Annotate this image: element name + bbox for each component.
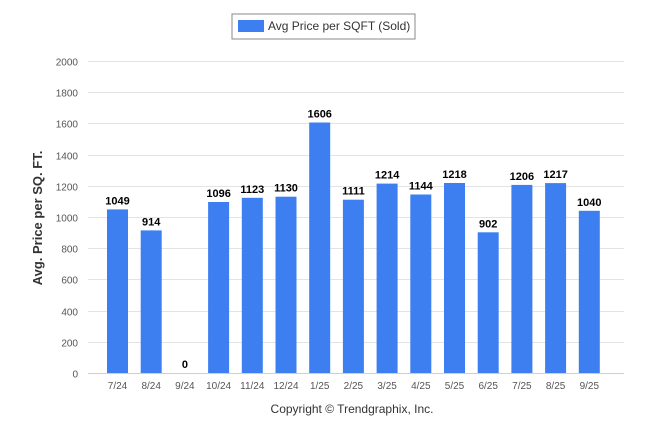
bar [477,232,499,373]
x-tick-label: 9/24 [175,381,195,392]
y-tick-label: 0 [72,370,78,381]
y-tick-label: 1400 [56,152,79,163]
x-tick-label: 5/25 [445,381,465,392]
y-tick-label: 1200 [56,183,79,194]
data-label: 1606 [307,109,331,121]
x-tick-label: 10/24 [206,381,231,392]
x-tick-label: 1/25 [310,381,330,392]
x-tick-label: 7/25 [512,381,532,392]
bar [545,183,567,373]
bar [511,184,533,373]
data-label: 1049 [105,195,129,207]
data-label: 1130 [274,183,298,195]
x-tick-label: 12/24 [273,381,298,392]
bar [444,183,465,373]
x-axis-ticks: 7/24 8/24 9/24 10/24 11/24 12/24 1/25 2/25 3/25 4… [108,381,600,392]
y-axis-title: Avg. Price per SQ. FT. [30,151,45,286]
bars [107,122,600,373]
y-tick-label: 2000 [56,58,79,69]
copyright-text: Copyright © Trendgraphix, Inc. [271,402,434,416]
data-label: 1096 [206,188,230,200]
legend-swatch [238,20,264,32]
bar [578,210,600,373]
x-tick-label: 8/25 [546,381,566,392]
bar [107,209,128,373]
x-tick-label: 11/24 [240,381,265,392]
bar [140,230,162,373]
bar [309,122,331,373]
data-label: 1123 [240,184,264,196]
data-label: 914 [142,216,161,228]
y-tick-label: 1000 [56,214,79,225]
bar [410,194,432,373]
x-tick-label: 9/25 [580,381,600,392]
y-tick-label: 800 [61,245,78,256]
x-tick-label: 8/24 [141,381,161,392]
gridlines [88,61,624,374]
legend[interactable]: Avg Price per SQFT (Sold) [231,13,416,40]
x-tick-label: 6/25 [478,381,498,392]
y-tick-label: 200 [61,339,78,350]
data-labels: 1049 914 0 1096 1123 1130 1606 1111 1214 1144 1218… [105,109,601,372]
data-label: 1111 [342,186,365,198]
data-label: 1206 [510,171,534,183]
y-tick-label: 1800 [56,89,79,100]
data-label: 902 [479,218,497,230]
bar [342,199,364,373]
data-label: 1144 [409,181,434,193]
y-tick-label: 600 [61,276,78,287]
y-tick-label: 400 [61,308,78,319]
y-axis-ticks: 0 200 400 600 800 1000 1200 1400 1600 1800 2000 [56,58,79,381]
data-label: 1214 [375,170,400,182]
x-tick-label: 7/24 [108,381,128,392]
data-label: 0 [182,359,188,371]
data-label: 1040 [577,197,601,209]
x-tick-label: 2/25 [344,381,364,392]
data-label: 1218 [442,169,466,181]
bar [376,183,398,373]
data-label: 1217 [543,169,567,181]
x-tick-label: 3/25 [377,381,397,392]
bar [275,196,297,373]
bar [208,202,230,373]
bar [241,197,263,373]
legend-label: Avg Price per SQFT (Sold) [268,19,410,33]
x-tick-label: 4/25 [411,381,431,392]
y-tick-label: 1600 [56,120,79,131]
